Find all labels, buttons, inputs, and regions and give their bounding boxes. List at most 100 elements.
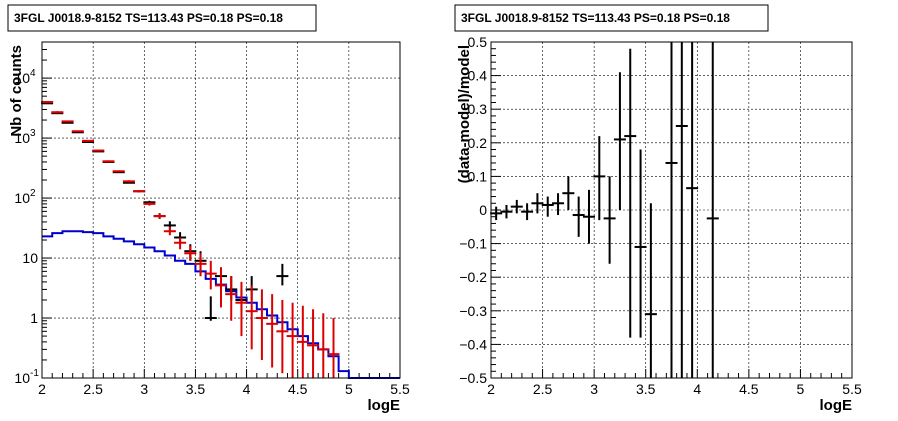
counts-x-tick-label: 2.5 bbox=[83, 381, 103, 397]
residual-x-label: logE bbox=[820, 397, 853, 414]
residual-data-point bbox=[603, 176, 616, 264]
residual-x-tick-label: 2.5 bbox=[533, 381, 553, 397]
counts-model-point bbox=[51, 111, 64, 114]
counts-x-label: logE bbox=[368, 397, 401, 414]
residual-y-tick-label: −0.4 bbox=[459, 336, 487, 352]
residual-y-tick-label: 0.1 bbox=[468, 168, 488, 184]
counts-y-tick-label: 10 bbox=[14, 70, 30, 86]
counts-model-point bbox=[71, 130, 84, 133]
residual-data-point bbox=[582, 189, 595, 244]
residual-data-point bbox=[490, 206, 503, 221]
counts-model-point bbox=[102, 160, 115, 163]
counts-x-tick-label: 4.5 bbox=[288, 381, 308, 397]
counts-y-tick-label: 10 bbox=[14, 190, 30, 206]
counts-title-box bbox=[7, 4, 317, 32]
residual-data-point bbox=[593, 136, 606, 221]
counts-data-point bbox=[204, 296, 217, 321]
counts-y-tick-exponent: -1 bbox=[30, 368, 39, 379]
residual-plot-frame bbox=[490, 41, 853, 379]
counts-y-tick-label: 10 bbox=[14, 130, 30, 146]
residual-y-tick-label: 0 bbox=[479, 202, 487, 218]
counts-model-point bbox=[235, 281, 248, 337]
counts-model-point bbox=[184, 245, 197, 261]
residual-y-tick-label: −0.1 bbox=[459, 236, 487, 252]
residual-title: 3FGL J0018.9-8152 TS=113.43 PS=0.18 PS=0… bbox=[461, 11, 730, 25]
residual-title-box bbox=[454, 4, 769, 32]
counts-plot-frame bbox=[41, 41, 401, 379]
counts-model-point bbox=[112, 170, 125, 173]
residual-x-tick-label: 4.5 bbox=[739, 381, 759, 397]
counts-model-point bbox=[266, 294, 279, 368]
counts-model-point bbox=[204, 260, 217, 290]
residual-y-label: (data-model)/model bbox=[456, 45, 473, 183]
residual-x-tick-label: 3 bbox=[590, 381, 598, 397]
residual-x-tick-label: 4 bbox=[693, 381, 701, 397]
residual-x-tick-label: 5.5 bbox=[842, 381, 862, 397]
counts-y-tick-label: 10 bbox=[14, 370, 30, 386]
counts-model-point bbox=[307, 309, 320, 378]
counts-model-point bbox=[276, 299, 289, 374]
residual-data-point bbox=[531, 193, 544, 214]
counts-model-point bbox=[133, 190, 146, 193]
counts-model-point bbox=[174, 237, 187, 250]
residual-y-tick-label: −0.2 bbox=[459, 269, 487, 285]
residual-data-point bbox=[541, 196, 554, 217]
residual-data-point bbox=[562, 176, 575, 210]
counts-y-tick-label: 1 bbox=[30, 310, 38, 326]
counts-model-point bbox=[143, 202, 156, 206]
counts-x-tick-label: 3 bbox=[140, 381, 148, 397]
counts-title: 3FGL J0018.9-8152 TS=113.43 PS=0.18 PS=0… bbox=[14, 11, 283, 25]
counts-y-tick-exponent: 4 bbox=[30, 68, 36, 79]
counts-x-tick-label: 2 bbox=[38, 381, 46, 397]
counts-model-point bbox=[41, 100, 54, 103]
counts-y-tick-label: 10 bbox=[22, 250, 38, 266]
counts-model-point bbox=[317, 313, 330, 378]
counts-model-point bbox=[194, 253, 207, 277]
residual-y-tick-label: 0.3 bbox=[468, 101, 488, 117]
counts-y-tick-exponent: 2 bbox=[30, 188, 36, 199]
counts-model-point bbox=[296, 305, 309, 378]
residual-y-tick-label: −0.5 bbox=[459, 370, 487, 386]
counts-model-point bbox=[122, 180, 135, 183]
counts-model-point bbox=[286, 302, 299, 378]
counts-x-tick-label: 3.5 bbox=[186, 381, 206, 397]
counts-model-point bbox=[225, 276, 238, 321]
residual-panel: 3FGL J0018.9-8152 TS=113.43 PS=0.18 PS=0… bbox=[454, 4, 862, 414]
counts-model-point bbox=[82, 139, 95, 142]
residual-y-tick-label: 0.2 bbox=[468, 135, 488, 151]
residual-data-point bbox=[624, 48, 637, 338]
counts-grid bbox=[42, 42, 400, 378]
counts-model-point bbox=[92, 149, 105, 152]
residual-x-tick-label: 2 bbox=[487, 381, 495, 397]
residual-data-point bbox=[634, 149, 647, 338]
counts-model-point bbox=[255, 289, 268, 360]
counts-x-tick-label: 5.5 bbox=[390, 381, 410, 397]
residual-data-point bbox=[665, 42, 678, 378]
counts-model-point bbox=[61, 120, 74, 123]
residual-y-tick-label: −0.3 bbox=[459, 303, 487, 319]
residual-y-tick-label: 0.4 bbox=[468, 68, 488, 84]
residual-data-point bbox=[521, 203, 534, 221]
residual-data-point bbox=[706, 42, 719, 378]
counts-x-tick-label: 5 bbox=[345, 381, 353, 397]
residual-data-point bbox=[500, 204, 513, 219]
residual-x-tick-label: 3.5 bbox=[636, 381, 656, 397]
residual-data-point bbox=[644, 203, 657, 378]
residual-data-point bbox=[552, 193, 565, 216]
residual-data-point bbox=[510, 199, 523, 214]
counts-model-point bbox=[153, 213, 166, 219]
residual-data-point bbox=[572, 196, 585, 237]
residual-data-point bbox=[675, 42, 688, 378]
residual-data-point bbox=[686, 42, 699, 378]
residual-y-tick-label: 0.5 bbox=[468, 34, 488, 50]
counts-data-point bbox=[276, 263, 289, 286]
background-histogram-line bbox=[42, 230, 400, 379]
counts-model-point bbox=[245, 285, 258, 350]
counts-x-tick-label: 4 bbox=[243, 381, 251, 397]
residual-data-point bbox=[613, 72, 626, 210]
counts-y-tick-exponent: 3 bbox=[30, 128, 36, 139]
counts-panel: 3FGL J0018.9-8152 TS=113.43 PS=0.18 PS=0… bbox=[7, 4, 410, 414]
counts-model-point bbox=[327, 318, 340, 378]
counts-y-label: Nb of counts bbox=[8, 45, 25, 137]
